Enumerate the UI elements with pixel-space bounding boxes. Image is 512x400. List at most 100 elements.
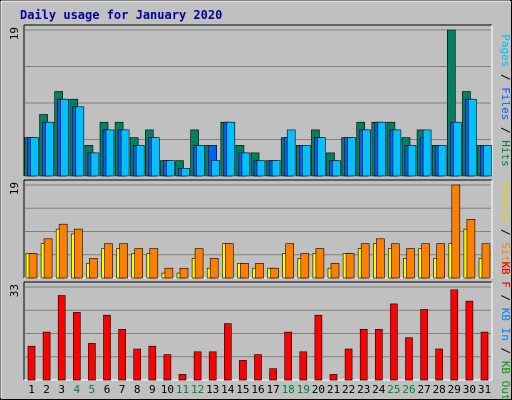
bar-hits-pages-25 bbox=[392, 129, 402, 177]
bar-visits-sites-21 bbox=[330, 262, 340, 279]
side-label-part: Pages bbox=[499, 34, 512, 67]
x-tick-label-12: 12 bbox=[191, 383, 204, 396]
bar-hits-pages-19 bbox=[301, 145, 311, 177]
x-tick-label-2: 2 bbox=[43, 383, 50, 396]
bar-hits-pages-7 bbox=[120, 129, 130, 177]
bar-hits-pages-28 bbox=[437, 145, 447, 177]
x-tick-label-24: 24 bbox=[372, 383, 386, 396]
side-label-part: KB F bbox=[499, 261, 512, 288]
bar-kbytes-kb-f-17 bbox=[269, 368, 277, 381]
x-tick-label-30: 30 bbox=[463, 383, 476, 396]
x-tick-label-25: 25 bbox=[387, 383, 400, 396]
panel-visits: 19 Visits / Sites bbox=[8, 179, 512, 279]
x-tick-label-29: 29 bbox=[448, 383, 461, 396]
bar-visits-sites-27 bbox=[421, 243, 430, 279]
bar-hits-pages-18 bbox=[286, 129, 296, 177]
bar-hits-pages-14 bbox=[226, 121, 236, 177]
bar-hits-pages-31 bbox=[483, 145, 492, 177]
x-tick-label-19: 19 bbox=[297, 383, 310, 396]
series-sites bbox=[28, 184, 491, 279]
bar-kbytes-kb-f-5 bbox=[88, 343, 96, 381]
bar-visits-sites-3 bbox=[58, 223, 68, 279]
bar-kbytes-kb-f-28 bbox=[435, 348, 444, 381]
bar-visits-sites-11 bbox=[179, 267, 189, 279]
panel-visits-side-label: Visits / Sites bbox=[499, 183, 512, 276]
bar-kbytes-kb-f-29 bbox=[450, 289, 459, 381]
bar-hits-pages-24 bbox=[377, 121, 387, 177]
bar-hits-pages-16 bbox=[256, 160, 266, 177]
bar-hits-pages-2 bbox=[45, 121, 54, 177]
bar-kbytes-kb-f-19 bbox=[299, 351, 308, 381]
bar-kbytes-kb-f-22 bbox=[344, 348, 353, 381]
bar-kbytes-kb-f-1 bbox=[27, 345, 36, 381]
x-tick-label-21: 21 bbox=[327, 383, 340, 396]
x-tick-label-10: 10 bbox=[161, 383, 174, 396]
x-axis: 1 2 3 4 5 6 7 8 9 10 11 12 13 14 15 16 17 18 19 20 21 22 23 24 2… bbox=[28, 383, 491, 396]
x-tick-label-4: 4 bbox=[73, 383, 80, 396]
bar-visits-sites-31 bbox=[481, 243, 491, 279]
bar-kbytes-kb-f-3 bbox=[57, 295, 66, 381]
series-kb-f bbox=[27, 289, 489, 381]
bar-visits-sites-14 bbox=[225, 243, 234, 279]
bar-visits-sites-30 bbox=[466, 219, 476, 279]
x-tick-label-28: 28 bbox=[433, 383, 446, 396]
panel-kbytes-side-label: KB F / KB In / KB Out bbox=[499, 261, 512, 400]
bar-visits-sites-15 bbox=[240, 262, 249, 279]
bar-hits-pages-21 bbox=[332, 160, 341, 177]
bar-kbytes-kb-f-6 bbox=[103, 314, 111, 381]
bar-visits-sites-17 bbox=[270, 267, 279, 279]
bar-visits-sites-9 bbox=[149, 248, 159, 279]
side-label-part: Files bbox=[499, 87, 512, 120]
chart-title: Daily usage for January 2020 bbox=[20, 8, 222, 22]
bar-hits-pages-17 bbox=[271, 160, 281, 177]
bar-hits-pages-27 bbox=[422, 129, 432, 177]
x-tick-label-7: 7 bbox=[119, 383, 126, 396]
x-tick-label-20: 20 bbox=[312, 383, 325, 396]
x-tick-label-6: 6 bbox=[104, 383, 111, 396]
side-label-part: Visits bbox=[499, 183, 512, 223]
side-label-part: / bbox=[499, 288, 512, 308]
panel-kbytes: 33 KB F / KB In / KB Out bbox=[8, 261, 512, 400]
bar-visits-sites-16 bbox=[255, 262, 264, 279]
bar-visits-sites-13 bbox=[209, 258, 219, 279]
bar-hits-pages-30 bbox=[468, 98, 477, 177]
bar-hits-pages-29 bbox=[452, 121, 462, 177]
bar-kbytes-kb-f-25 bbox=[390, 303, 398, 381]
bar-visits-sites-20 bbox=[315, 248, 325, 279]
bar-visits-sites-5 bbox=[89, 258, 98, 279]
bar-kbytes-kb-f-10 bbox=[163, 354, 172, 381]
bar-kbytes-kb-f-30 bbox=[465, 300, 474, 381]
x-tick-label-31: 31 bbox=[478, 383, 491, 396]
side-label-part: / bbox=[499, 222, 512, 242]
x-tick-label-14: 14 bbox=[221, 383, 235, 396]
bar-kbytes-kb-f-2 bbox=[42, 331, 51, 381]
bar-visits-sites-6 bbox=[104, 243, 113, 279]
bar-hits-pages-11 bbox=[181, 168, 190, 177]
bar-visits-sites-12 bbox=[194, 248, 204, 279]
bar-kbytes-kb-f-26 bbox=[405, 337, 413, 381]
bar-visits-sites-18 bbox=[285, 243, 295, 279]
bar-visits-sites-8 bbox=[134, 248, 143, 279]
bar-kbytes-kb-f-27 bbox=[420, 309, 428, 381]
bar-hits-pages-1 bbox=[30, 137, 39, 177]
x-tick-label-17: 17 bbox=[266, 383, 279, 396]
x-tick-label-16: 16 bbox=[251, 383, 264, 396]
panel-visits-ymax-label: 19 bbox=[8, 182, 21, 195]
bar-hits-pages-8 bbox=[135, 145, 145, 177]
side-label-part: / bbox=[499, 341, 512, 361]
side-label-part: Sites bbox=[499, 242, 512, 275]
side-label-part: / bbox=[499, 120, 512, 140]
bar-hits-pages-10 bbox=[166, 160, 175, 177]
bar-kbytes-kb-f-15 bbox=[239, 359, 247, 381]
bar-hits-pages-23 bbox=[362, 129, 372, 177]
bar-visits-sites-22 bbox=[345, 253, 355, 279]
bar-kbytes-kb-f-23 bbox=[359, 328, 368, 381]
bar-kbytes-kb-f-7 bbox=[118, 328, 126, 381]
bar-visits-sites-25 bbox=[391, 243, 400, 279]
bar-kbytes-kb-f-12 bbox=[193, 351, 202, 381]
bar-visits-sites-7 bbox=[119, 243, 128, 279]
bar-kbytes-kb-f-16 bbox=[254, 354, 262, 381]
bar-visits-sites-10 bbox=[164, 267, 174, 279]
